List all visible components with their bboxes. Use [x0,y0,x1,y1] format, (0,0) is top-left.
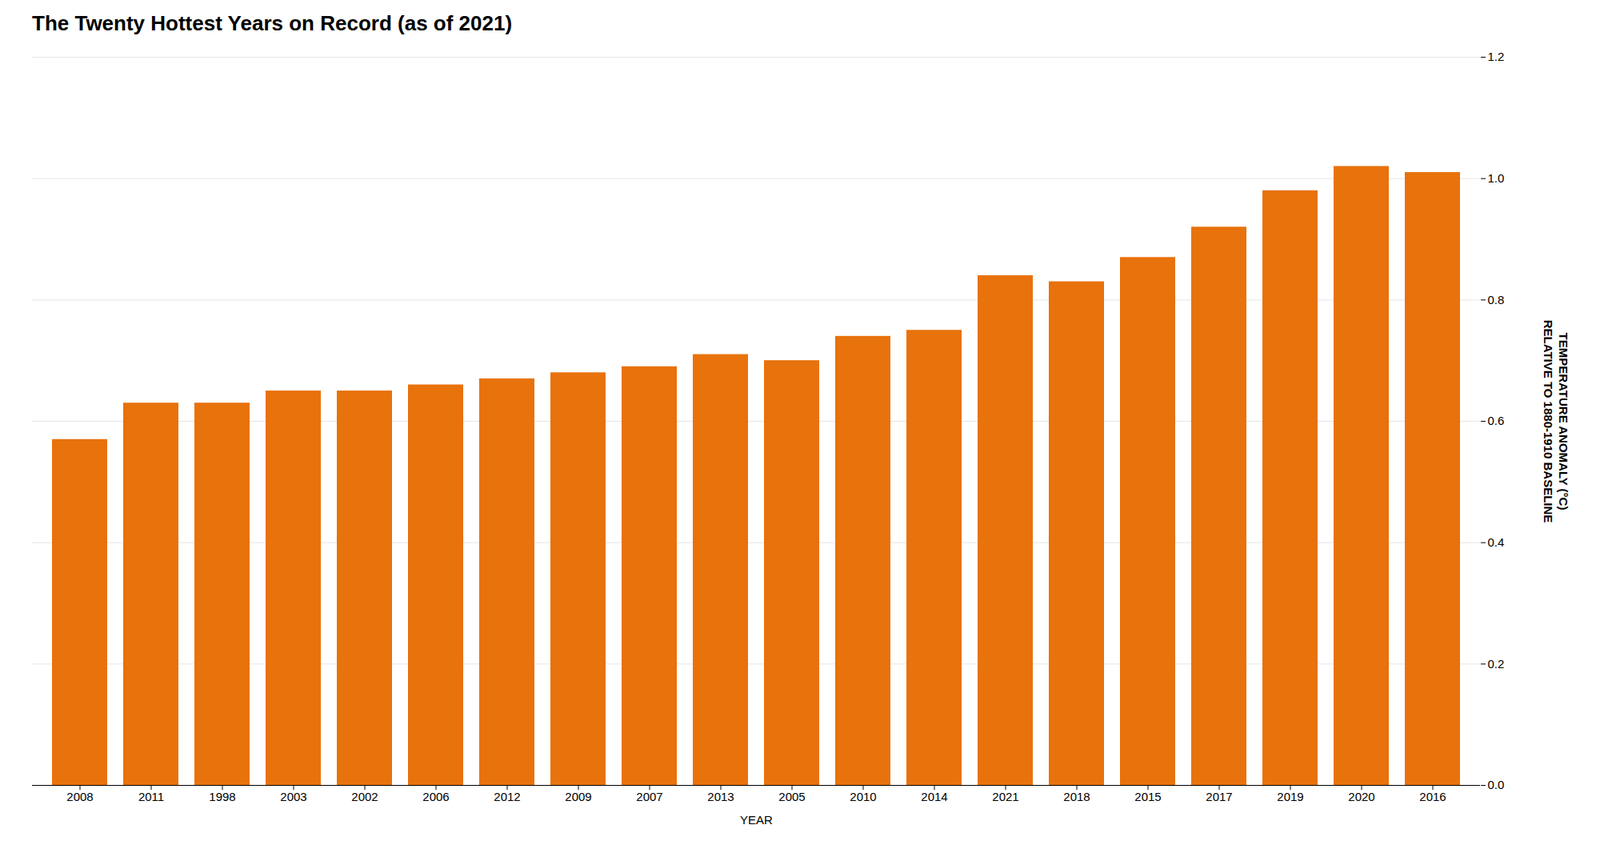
svg-text:2013: 2013 [707,789,734,804]
svg-text:2019: 2019 [1276,789,1304,804]
svg-text:2005: 2005 [778,789,805,804]
svg-text:2012: 2012 [493,789,520,804]
svg-text:1998: 1998 [208,789,236,804]
svg-text:2003: 2003 [280,789,307,804]
svg-text:1.0: 1.0 [1488,171,1505,185]
svg-text:2021: 2021 [992,789,1019,804]
svg-text:0.2: 0.2 [1488,656,1505,671]
svg-text:0.0: 0.0 [1488,777,1505,792]
svg-text:2018: 2018 [1063,789,1090,804]
svg-text:2014: 2014 [920,789,948,804]
svg-text:2008: 2008 [66,789,93,804]
svg-text:1.2: 1.2 [1488,49,1505,64]
svg-text:0.4: 0.4 [1488,535,1505,549]
svg-text:YEAR: YEAR [740,812,773,827]
svg-text:0.8: 0.8 [1488,292,1505,307]
svg-text:0.6: 0.6 [1488,413,1505,428]
svg-text:2017: 2017 [1205,789,1232,804]
svg-text:2006: 2006 [422,789,449,804]
svg-text:TEMPERATURE ANOMALY (°C)RELATI: TEMPERATURE ANOMALY (°C)RELATIVE TO 1880… [1541,320,1572,524]
svg-text:2010: 2010 [849,789,876,804]
html-text:The Twenty Hottest Years on Re: The Twenty Hottest Years on Record (as o… [32,11,513,36]
svg-text:2020: 2020 [1348,789,1375,804]
svg-text:2011: 2011 [138,789,164,804]
svg-text:2015: 2015 [1134,789,1161,804]
svg-text:2009: 2009 [564,789,592,804]
svg-text:2002: 2002 [351,789,378,804]
svg-text:2007: 2007 [636,789,663,804]
svg-text:2016: 2016 [1419,789,1446,804]
